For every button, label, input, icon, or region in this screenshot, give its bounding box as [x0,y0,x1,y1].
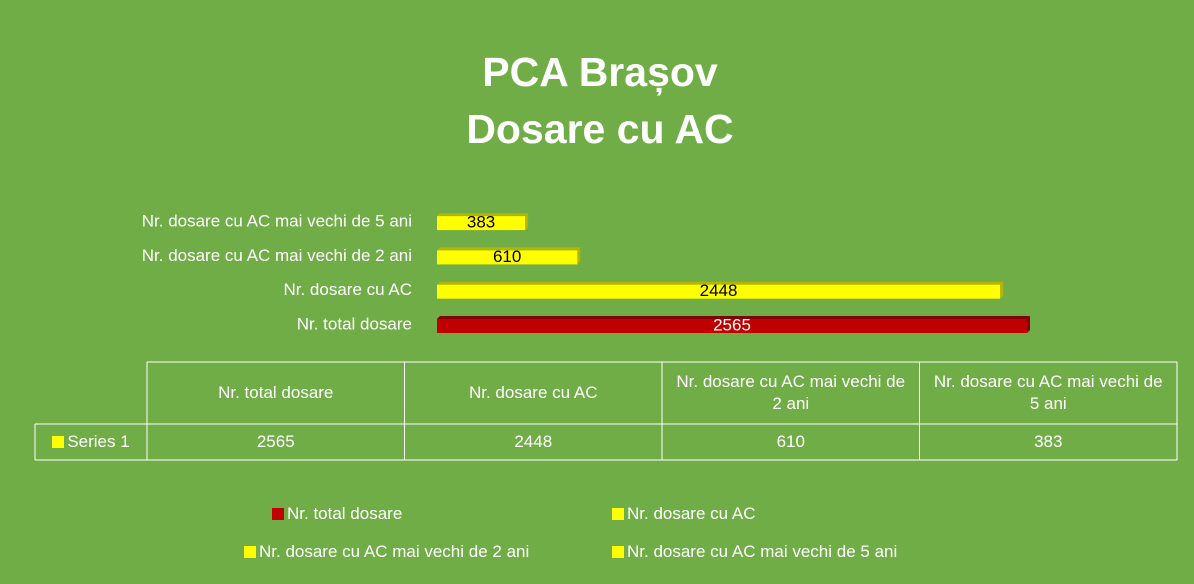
legend-label: Nr. dosare cu AC mai vechi de 2 ani [259,542,530,561]
legend-item: Nr. total dosare [272,503,402,525]
bar-side [525,213,529,231]
legend-item: Nr. dosare cu AC [612,503,756,525]
legend-label: Nr. total dosare [287,504,403,523]
table-header: Nr. total dosare [218,383,334,402]
bar-top [437,316,1030,319]
legend-key [612,508,624,520]
category-label: Nr. dosare cu AC mai vechi de 2 ani [142,246,412,265]
legend-key [244,546,256,558]
legend-key [612,546,624,558]
legend-item: Nr. dosare cu AC mai vechi de 5 ani [612,541,897,563]
table-value: 2448 [514,432,553,451]
series-name: Series 1 [67,432,130,451]
bar [437,319,1027,333]
legend-key [272,508,284,520]
legend-label: Nr. dosare cu AC mai vechi de 5 ani [627,542,898,561]
table-header: Nr. dosare cu AC [468,383,598,402]
legend-label: Nr. dosare cu AC [627,504,756,523]
bar [437,284,1001,299]
table-header: Nr. dosare cu AC mai vechi de 2 ani [676,372,906,413]
bar-side [577,247,581,265]
table-header: Nr. dosare cu AC mai vechi de 5 ani [933,372,1163,413]
bar-side [1027,316,1030,333]
legend-key [52,436,65,448]
bar [437,250,578,265]
category-label: Nr. dosare cu AC mai vechi de 5 ani [142,212,412,231]
bar-top [437,213,529,217]
category-label: Nr. dosare cu AC [283,280,412,299]
bar-top [437,281,1004,285]
legend-item: Nr. dosare cu AC mai vechi de 2 ani [244,541,529,563]
series-label: Series 1 [35,424,147,460]
chart-title: PCA Brașov [482,49,718,95]
table-value: 2565 [256,432,295,451]
chart-title: Dosare cu AC [466,106,733,152]
data-label: 610 [493,247,521,266]
data-label: 383 [467,213,495,232]
data-label: 2448 [700,281,738,300]
table-value: 383 [1034,432,1063,451]
data-label: 2565 [713,315,751,334]
bar [437,216,526,231]
table-value: 610 [776,432,805,451]
bar-side [1000,281,1004,299]
category-label: Nr. total dosare [297,314,412,333]
bar-top [437,247,581,251]
